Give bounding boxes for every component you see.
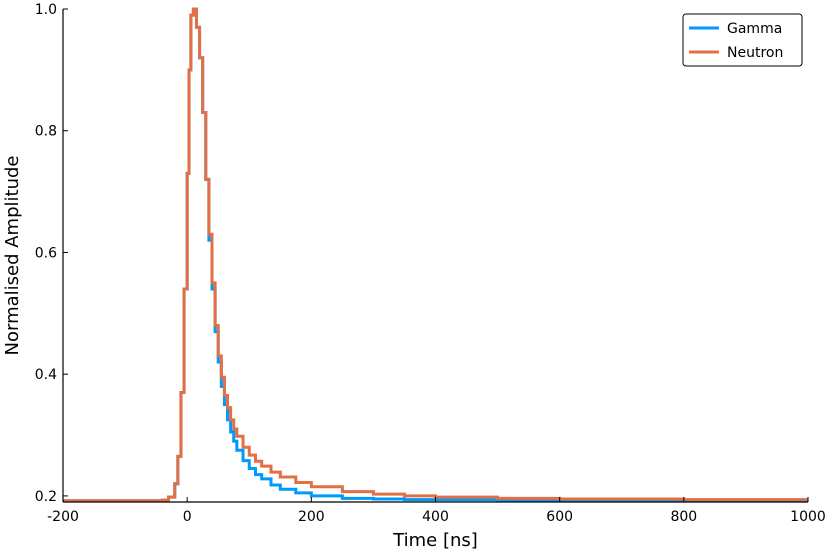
x-tick-label: 1000 bbox=[790, 509, 826, 525]
x-tick-label: 800 bbox=[670, 509, 697, 525]
x-tick-label: 0 bbox=[183, 509, 192, 525]
x-tick-label: 600 bbox=[546, 509, 573, 525]
y-axis-title: Normalised Amplitude bbox=[2, 156, 23, 356]
x-tick-label: -200 bbox=[47, 509, 79, 525]
x-axis-title: Time [ns] bbox=[392, 530, 478, 551]
legend-label-neutron: Neutron bbox=[727, 45, 783, 61]
legend-label-gamma: Gamma bbox=[727, 21, 782, 37]
y-tick-label: 1.0 bbox=[35, 2, 57, 18]
y-tick-label: 0.6 bbox=[35, 245, 57, 261]
y-tick-label: 0.8 bbox=[35, 124, 57, 140]
x-tick-label: 400 bbox=[422, 509, 449, 525]
legend: Gamma Neutron bbox=[682, 13, 803, 67]
y-tick-label: 0.2 bbox=[35, 489, 57, 505]
axes-layer bbox=[62, 9, 808, 503]
series-layer bbox=[63, 7, 808, 503]
y-tick-label: 0.4 bbox=[35, 367, 57, 383]
x-tick-label: 200 bbox=[298, 509, 325, 525]
series-line-neutron bbox=[63, 7, 808, 503]
ticks-layer: -200 0 200 400 600 800 1000 0.2 0.4 0.6 0.8 1.0 bbox=[35, 2, 826, 525]
series-line-gamma bbox=[63, 7, 808, 503]
